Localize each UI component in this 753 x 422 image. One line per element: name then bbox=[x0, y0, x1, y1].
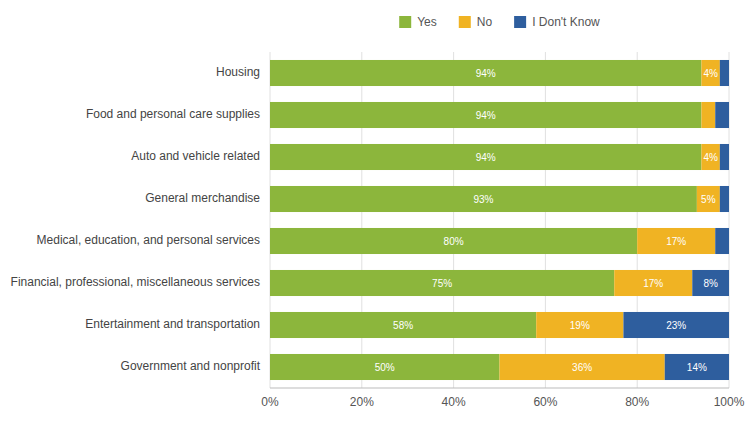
data-label: 17% bbox=[666, 236, 686, 247]
tick-label: 100% bbox=[714, 395, 745, 409]
bar-segment bbox=[701, 102, 715, 128]
data-label: 17% bbox=[643, 278, 663, 289]
bar-segment bbox=[701, 144, 719, 170]
bar-segment bbox=[270, 60, 701, 86]
data-label: 14% bbox=[687, 362, 707, 373]
bar-segment bbox=[270, 102, 701, 128]
legend-item: I Don't Know bbox=[514, 15, 600, 29]
bar-segment bbox=[720, 186, 729, 212]
y-axis: Housing Food and personal care supplies Au… bbox=[11, 65, 261, 373]
data-label: 80% bbox=[444, 236, 464, 247]
legend-item: No bbox=[459, 15, 493, 29]
category-label: General merchandise bbox=[145, 191, 260, 205]
data-label: 23% bbox=[666, 320, 686, 331]
tick-label: 40% bbox=[442, 395, 466, 409]
bar-segment bbox=[270, 354, 500, 380]
category-label: Entertainment and transportation bbox=[85, 317, 260, 331]
bar-segment bbox=[623, 312, 729, 338]
legend: Yes No I Don't Know bbox=[399, 15, 600, 29]
bar-segment bbox=[701, 60, 719, 86]
data-label: 4% bbox=[703, 68, 718, 79]
bar-segment bbox=[697, 186, 720, 212]
grid bbox=[270, 52, 729, 388]
data-label: 36% bbox=[572, 362, 592, 373]
category-label: Financial, professional, miscellaneous s… bbox=[11, 275, 260, 289]
chart-container: 0% 20% 40% 60% 80% 100% Housing Food and person… bbox=[0, 0, 753, 422]
bar-segment bbox=[270, 186, 697, 212]
legend-label: Yes bbox=[417, 15, 437, 29]
bar-segment bbox=[715, 228, 729, 254]
category-label: Government and nonprofit bbox=[121, 359, 261, 373]
bar-segment bbox=[536, 312, 623, 338]
x-axis: 0% 20% 40% 60% 80% 100% bbox=[261, 388, 744, 409]
bar-segment bbox=[270, 270, 614, 296]
data-label: 94% bbox=[476, 152, 496, 163]
data-label: 5% bbox=[701, 194, 716, 205]
category-label: Food and personal care supplies bbox=[86, 107, 260, 121]
category-label: Auto and vehicle related bbox=[131, 149, 260, 163]
bar-segment bbox=[692, 270, 729, 296]
bar-segment bbox=[270, 312, 536, 338]
data-label: 75% bbox=[432, 278, 452, 289]
chart-svg: 0% 20% 40% 60% 80% 100% Housing Food and person… bbox=[0, 0, 753, 422]
tick-label: 20% bbox=[350, 395, 374, 409]
bar-segment bbox=[720, 144, 729, 170]
legend-item: Yes bbox=[399, 15, 437, 29]
data-label: 50% bbox=[375, 362, 395, 373]
bar-segment bbox=[270, 144, 701, 170]
bars bbox=[270, 60, 729, 380]
legend-swatch bbox=[459, 16, 471, 28]
bar-segment bbox=[665, 354, 729, 380]
bar-segment bbox=[270, 228, 637, 254]
tick-label: 80% bbox=[625, 395, 649, 409]
legend-swatch bbox=[514, 16, 526, 28]
bar-segment bbox=[637, 228, 715, 254]
axis-line bbox=[270, 388, 729, 389]
bar-segment bbox=[614, 270, 692, 296]
data-label: 19% bbox=[570, 320, 590, 331]
tick-label: 60% bbox=[533, 395, 557, 409]
data-label: 94% bbox=[476, 68, 496, 79]
data-label: 8% bbox=[703, 278, 718, 289]
legend-swatch bbox=[399, 16, 411, 28]
data-label: 4% bbox=[703, 152, 718, 163]
bar-segment bbox=[715, 102, 729, 128]
bar-segment bbox=[720, 60, 729, 86]
data-label: 58% bbox=[393, 320, 413, 331]
bar-segment bbox=[500, 354, 665, 380]
category-label: Medical, education, and personal service… bbox=[37, 233, 260, 247]
legend-label: No bbox=[477, 15, 493, 29]
tick-label: 0% bbox=[261, 395, 279, 409]
category-label: Housing bbox=[216, 65, 260, 79]
data-label: 93% bbox=[473, 194, 493, 205]
data-labels: 94% 94% 94% 93% 80% 75% 58% 50% 4% 4% 5% 17% 17% 19% 3… bbox=[375, 68, 718, 373]
data-label: 94% bbox=[476, 110, 496, 121]
legend-label: I Don't Know bbox=[532, 15, 600, 29]
